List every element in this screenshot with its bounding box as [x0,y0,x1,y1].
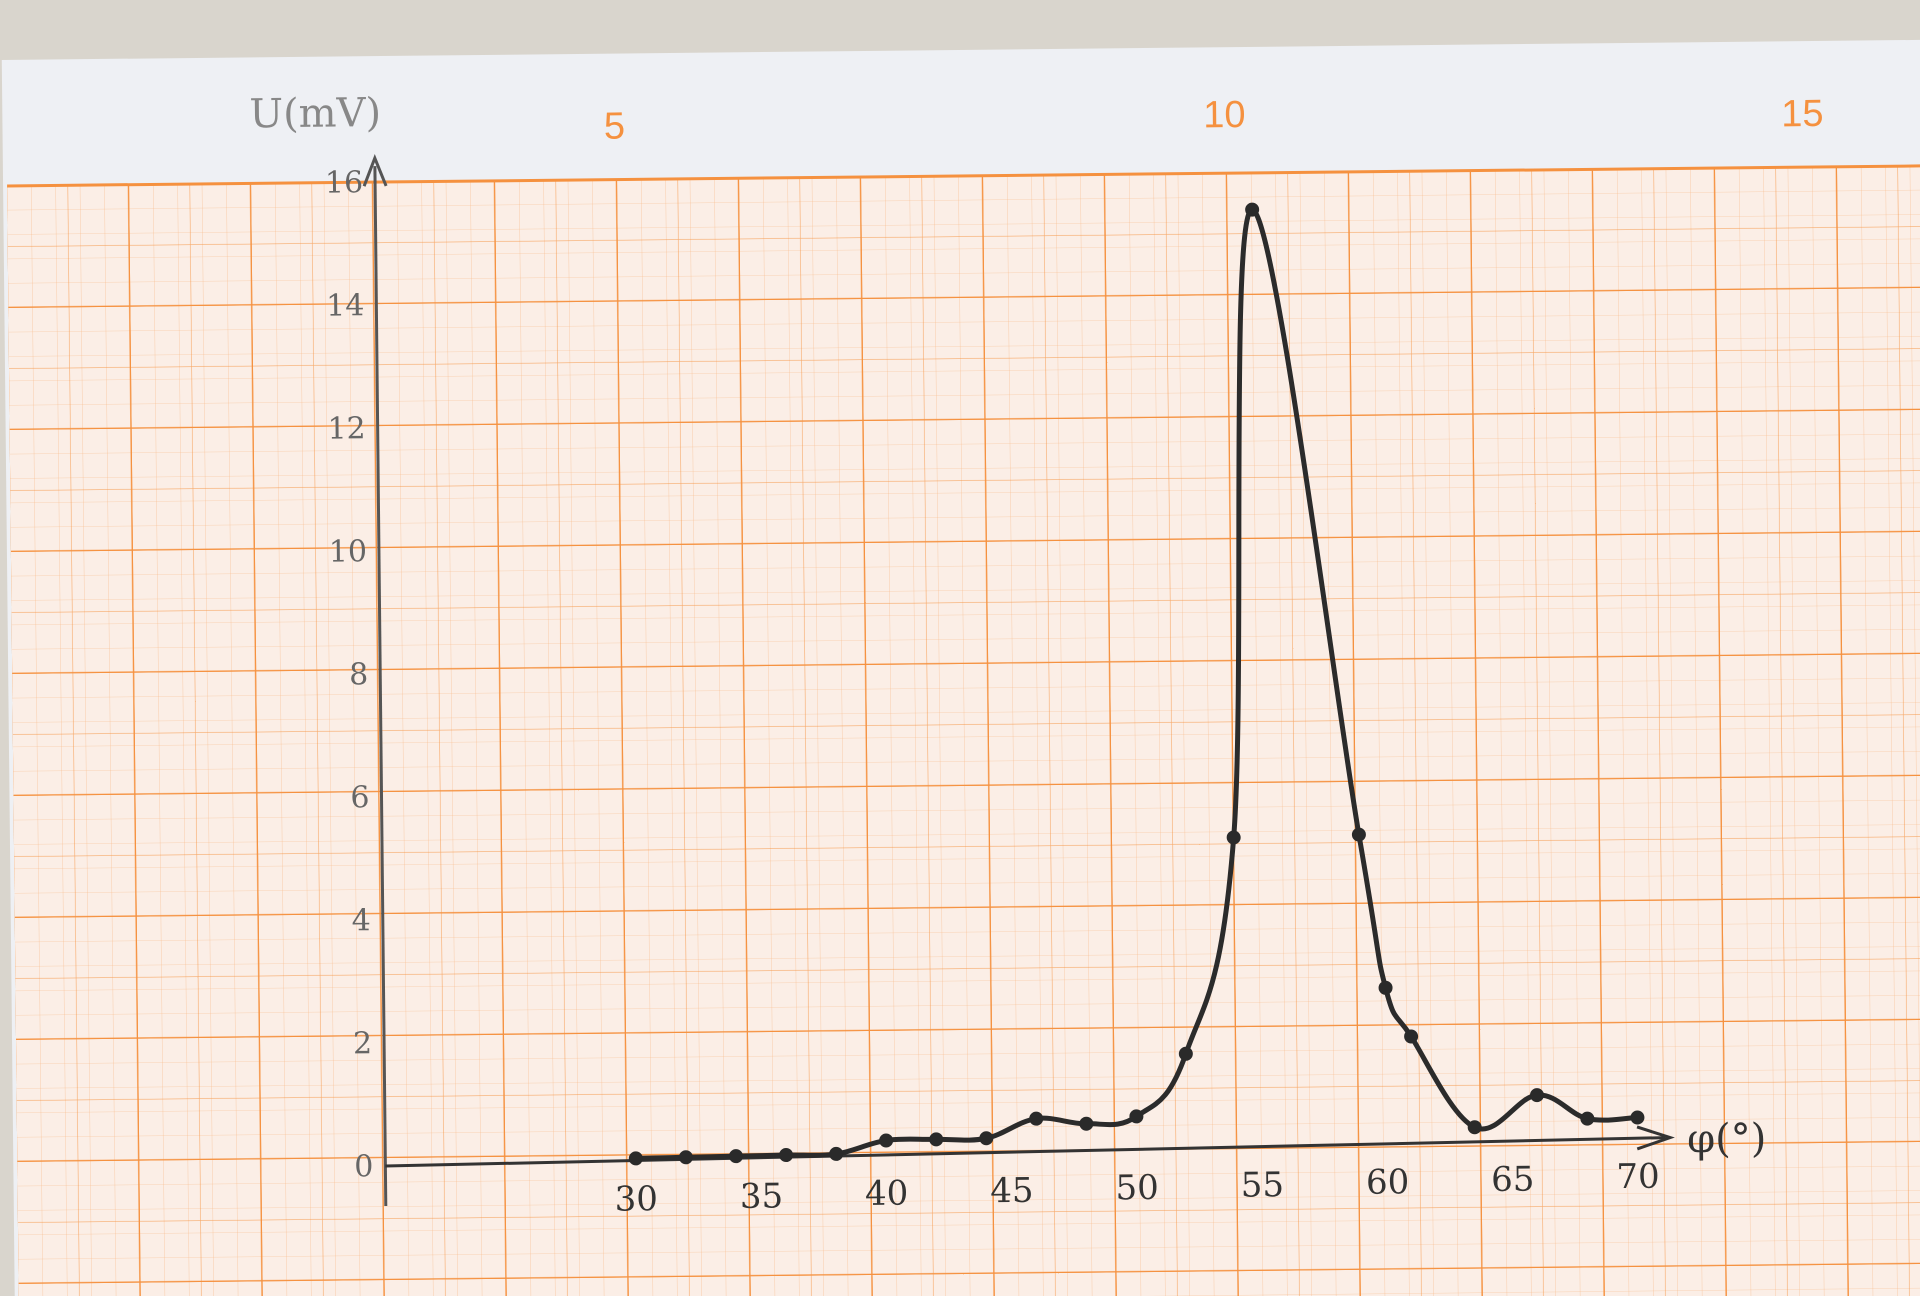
data-point [929,1132,944,1147]
x-tick-label: 45 [990,1171,1034,1211]
x-tick-label: 50 [1115,1168,1159,1208]
data-point [628,1151,643,1166]
data-point [1079,1116,1094,1131]
data-point [1630,1110,1645,1125]
data-point [1178,1046,1193,1061]
x-tick-label: 60 [1366,1162,1410,1202]
y-axis [373,166,388,1207]
hand-drawn-chart: U(mV) φ(°) 0 2 4 6 8 10 12 14 16 30 35 40 45 50 55 60 6… [249,90,1767,1220]
y-tick-label: 10 [329,534,368,569]
x-tick-label: 70 [1616,1157,1660,1197]
x-tick-labels: 30 35 40 45 50 55 60 65 70 [614,1157,1660,1220]
paper-sheet: 5 10 15 U(mV) φ(°) 0 2 4 6 8 10 12 14 16 30 35 40 4… [1,39,1920,1296]
y-tick-label: 6 [350,780,369,815]
y-tick-label: 8 [349,657,368,692]
x-tick-label: 55 [1241,1165,1285,1205]
x-tick-label: 30 [614,1179,658,1219]
data-point [829,1146,844,1161]
y-tick-label: 16 [325,165,364,200]
x-axis-arrowhead [1636,1125,1675,1151]
y-tick-label: 14 [326,288,365,323]
y-tick-labels: 0 2 4 6 8 10 12 14 16 [325,165,374,1184]
data-point [1529,1088,1544,1103]
data-point [1129,1109,1144,1124]
data-point [728,1149,743,1164]
x-tick-label: 40 [865,1174,909,1214]
y-tick-label: 2 [353,1026,372,1061]
x-axis-title: φ(°) [1687,1116,1767,1163]
data-point [1378,980,1393,995]
sheet-number-15: 15 [1781,93,1824,135]
data-point [1351,827,1366,842]
sheet-number-5: 5 [604,105,626,147]
data-point [1029,1111,1044,1126]
y-tick-label: 4 [352,903,371,938]
sheet-number-10: 10 [1203,94,1246,136]
data-point [1467,1120,1482,1135]
x-axis [385,1136,1666,1168]
data-point [779,1148,794,1163]
data-markers [628,202,1645,1166]
data-point [1404,1029,1419,1044]
data-point [678,1150,693,1165]
y-tick-label: 0 [354,1149,373,1184]
data-point [1226,830,1241,845]
y-tick-label: 12 [327,411,366,446]
data-point [1245,202,1260,217]
y-axis-arrowhead [362,153,388,187]
x-tick-label: 35 [740,1176,784,1216]
x-tick-label: 65 [1491,1160,1535,1200]
data-point [1580,1111,1595,1126]
y-axis-title: U(mV) [249,90,381,137]
data-point [979,1131,994,1146]
sheet-top-numbers: 5 10 15 [604,93,1824,148]
data-point [879,1133,894,1148]
